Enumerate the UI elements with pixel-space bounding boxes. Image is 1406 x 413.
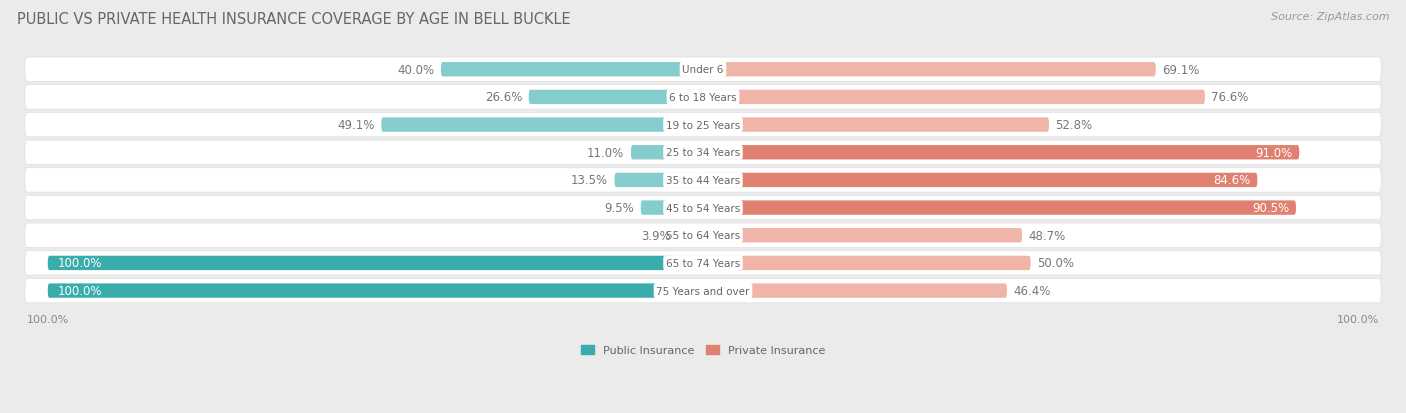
FancyBboxPatch shape — [614, 173, 703, 188]
FancyBboxPatch shape — [703, 146, 1299, 160]
FancyBboxPatch shape — [25, 141, 1381, 165]
Text: 35 to 44 Years: 35 to 44 Years — [666, 176, 740, 185]
Text: 11.0%: 11.0% — [588, 146, 624, 159]
FancyBboxPatch shape — [25, 169, 1381, 192]
Text: 49.1%: 49.1% — [337, 119, 375, 132]
Text: 75 Years and over: 75 Years and over — [657, 286, 749, 296]
Text: 55 to 64 Years: 55 to 64 Years — [666, 231, 740, 241]
Text: 45 to 54 Years: 45 to 54 Years — [666, 203, 740, 213]
Text: 100.0%: 100.0% — [58, 257, 103, 270]
FancyBboxPatch shape — [703, 284, 1007, 298]
Text: 40.0%: 40.0% — [398, 64, 434, 76]
FancyBboxPatch shape — [48, 284, 703, 298]
FancyBboxPatch shape — [703, 118, 1049, 133]
FancyBboxPatch shape — [631, 146, 703, 160]
FancyBboxPatch shape — [25, 251, 1381, 275]
FancyBboxPatch shape — [703, 63, 1156, 77]
Text: 25 to 34 Years: 25 to 34 Years — [666, 148, 740, 158]
FancyBboxPatch shape — [25, 223, 1381, 248]
Text: 26.6%: 26.6% — [485, 91, 522, 104]
FancyBboxPatch shape — [703, 256, 1031, 271]
Text: 6 to 18 Years: 6 to 18 Years — [669, 93, 737, 103]
FancyBboxPatch shape — [641, 201, 703, 215]
Text: Under 6: Under 6 — [682, 65, 724, 75]
FancyBboxPatch shape — [703, 173, 1257, 188]
FancyBboxPatch shape — [703, 228, 1022, 243]
FancyBboxPatch shape — [25, 196, 1381, 220]
FancyBboxPatch shape — [529, 90, 703, 105]
Text: 50.0%: 50.0% — [1038, 257, 1074, 270]
FancyBboxPatch shape — [441, 63, 703, 77]
FancyBboxPatch shape — [25, 85, 1381, 110]
Text: 91.0%: 91.0% — [1256, 146, 1292, 159]
Text: 9.5%: 9.5% — [605, 202, 634, 215]
Text: 13.5%: 13.5% — [571, 174, 607, 187]
Text: PUBLIC VS PRIVATE HEALTH INSURANCE COVERAGE BY AGE IN BELL BUCKLE: PUBLIC VS PRIVATE HEALTH INSURANCE COVER… — [17, 12, 571, 27]
Text: 19 to 25 Years: 19 to 25 Years — [666, 120, 740, 130]
FancyBboxPatch shape — [25, 279, 1381, 303]
Text: 48.7%: 48.7% — [1029, 229, 1066, 242]
Text: 3.9%: 3.9% — [641, 229, 671, 242]
FancyBboxPatch shape — [703, 90, 1205, 105]
Text: 65 to 74 Years: 65 to 74 Years — [666, 258, 740, 268]
Text: 100.0%: 100.0% — [58, 285, 103, 297]
Text: 69.1%: 69.1% — [1163, 64, 1199, 76]
Legend: Public Insurance, Private Insurance: Public Insurance, Private Insurance — [576, 340, 830, 360]
FancyBboxPatch shape — [678, 228, 703, 243]
Text: 90.5%: 90.5% — [1253, 202, 1289, 215]
Text: 76.6%: 76.6% — [1212, 91, 1249, 104]
FancyBboxPatch shape — [381, 118, 703, 133]
Text: 46.4%: 46.4% — [1014, 285, 1050, 297]
FancyBboxPatch shape — [25, 113, 1381, 138]
FancyBboxPatch shape — [703, 201, 1296, 215]
Text: Source: ZipAtlas.com: Source: ZipAtlas.com — [1271, 12, 1389, 22]
FancyBboxPatch shape — [48, 256, 703, 271]
Text: 52.8%: 52.8% — [1056, 119, 1092, 132]
FancyBboxPatch shape — [25, 58, 1381, 82]
Text: 84.6%: 84.6% — [1213, 174, 1251, 187]
